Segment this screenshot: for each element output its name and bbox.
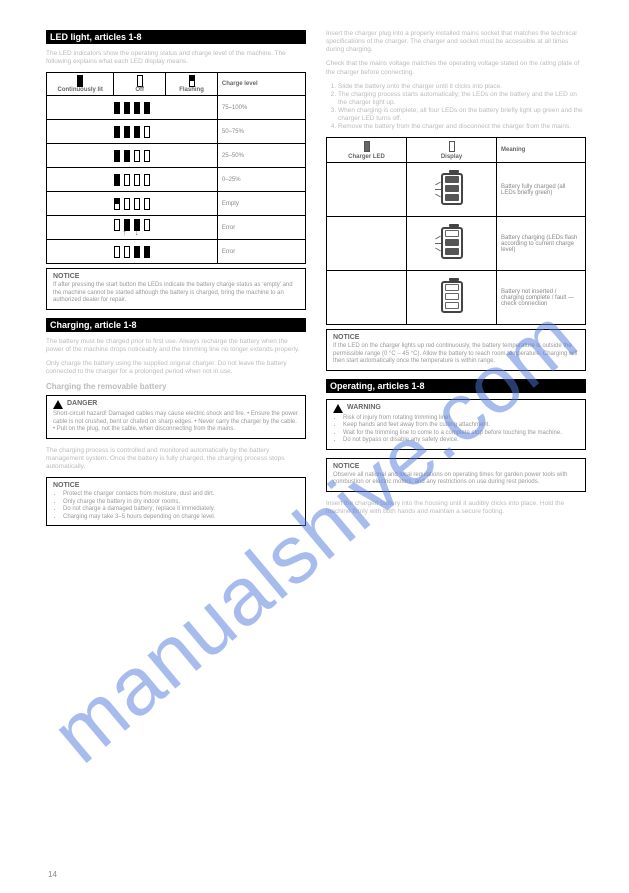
notice2-title: NOTICE	[53, 482, 299, 489]
list-item: When charging is complete, all four LEDs…	[338, 107, 586, 123]
list-item: Remove the battery from the charger and …	[338, 123, 586, 131]
warning-icon	[53, 400, 63, 409]
warning-title: WARNING	[347, 404, 381, 411]
notice-box-1: NOTICE If after pressing the start butto…	[46, 268, 306, 310]
page-number: 14	[48, 870, 57, 879]
notice3-title: NOTICE	[333, 334, 579, 341]
notice-body: If after pressing the start button the L…	[53, 282, 299, 305]
notice4-title: NOTICE	[333, 463, 579, 470]
notice-box-4: NOTICE Observe all national and local re…	[326, 458, 586, 492]
tail-para: Insert the charged battery into the hous…	[326, 500, 586, 516]
table-hdr-flash: Flashing	[179, 87, 204, 93]
charger-led-table: Charger LED Display Meaning Battery full…	[326, 137, 586, 325]
battery-icon-empty	[441, 281, 463, 315]
warning-icon	[333, 404, 343, 413]
list-item: Only charge the battery in dry indoor ro…	[63, 499, 299, 507]
warning-box: WARNING Risk of injury from rotating tri…	[326, 399, 586, 450]
charging-para-2: Only charge the battery using the suppli…	[46, 360, 306, 376]
notice-box-3: NOTICE If the LED on the charger lights …	[326, 329, 586, 371]
list-item: Keep hands and feet away from the cuttin…	[343, 422, 579, 430]
danger-body: Short-circuit hazard! Damaged cables may…	[53, 411, 299, 434]
row-label: Error	[217, 216, 305, 240]
row-label: 75–100%	[217, 96, 305, 120]
notice3-body: If the LED on the charger lights up red …	[333, 343, 579, 366]
row-label: 25–50%	[217, 144, 305, 168]
list-item: Slide the battery onto the charger until…	[338, 83, 586, 91]
list-item: Do not bypass or disable any safety devi…	[343, 437, 579, 445]
table-hdr-off: Off	[135, 87, 144, 93]
list-item: Charging may take 3–5 hours depending on…	[63, 514, 299, 522]
tbl2-row-label: Battery charging (LEDs flash according t…	[497, 217, 586, 271]
list-item: Wait for the trimming line to come to a …	[343, 430, 579, 438]
right-para-1: Insert the charger plug into a properly …	[326, 30, 586, 54]
section-heading-led: LED light, articles 1-8	[46, 30, 306, 44]
row-label: Error	[217, 240, 305, 264]
list-item: Protect the charger contacts from moistu…	[63, 491, 299, 499]
tbl2-hdr-1: Charger LED	[348, 154, 385, 160]
charging-para-1: The battery must be charged prior to fir…	[46, 338, 306, 354]
table-hdr-level: Charge level	[222, 81, 258, 87]
notice-box-2: NOTICE Protect the charger contacts from…	[46, 477, 306, 526]
section-heading-charging: Charging, article 1-8	[46, 318, 306, 332]
list-item: Do not charge a damaged battery; replace…	[63, 506, 299, 514]
tbl2-hdr-3: Meaning	[501, 147, 525, 153]
charging-subheading: Charging the removable battery	[46, 382, 306, 391]
led-status-table: Continuously lit Off Flashing Charge lev…	[46, 72, 306, 264]
list-item: Risk of injury from rotating trimming li…	[343, 415, 579, 423]
led-intro-text: The LED indicators show the operating st…	[46, 50, 306, 66]
battery-icon-full	[441, 173, 463, 207]
notice-title: NOTICE	[53, 273, 299, 280]
section-heading-operating: Operating, articles 1-8	[326, 379, 586, 393]
tbl2-hdr-2: Display	[441, 154, 462, 160]
table-hdr-lit: Continuously lit	[58, 87, 103, 93]
row-label: 50–75%	[217, 120, 305, 144]
right-para-2: Check that the mains voltage matches the…	[326, 60, 586, 76]
list-item: The charging process starts automaticall…	[338, 91, 586, 107]
notice4-body: Observe all national and local regulatio…	[333, 472, 579, 487]
row-label: Empty	[217, 192, 305, 216]
tbl2-row-label: Battery fully charged (all LEDs briefly …	[497, 163, 586, 217]
tbl2-row-label: Battery not inserted / charging complete…	[497, 271, 586, 325]
danger-title: DANGER	[67, 400, 97, 407]
battery-icon-charging	[441, 227, 463, 261]
row-label: 0–25%	[217, 168, 305, 192]
danger-box: DANGER Short-circuit hazard! Damaged cab…	[46, 395, 306, 439]
charge-steps-para: The charging process is controlled and m…	[46, 447, 306, 471]
